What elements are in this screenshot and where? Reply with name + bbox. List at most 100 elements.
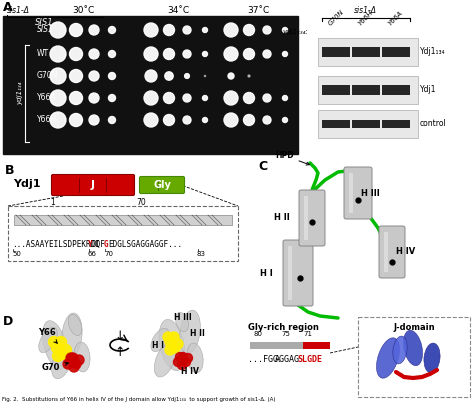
Text: ydj1₁₃₄:: ydj1₁₃₄: [282, 29, 308, 35]
Bar [318, 38, 418, 66]
Circle shape [66, 353, 76, 363]
Ellipse shape [154, 343, 176, 377]
Text: Ydj1₁₃₄: Ydj1₁₃₄ [420, 48, 446, 57]
Text: 37˚C: 37˚C [247, 6, 269, 15]
Circle shape [170, 343, 180, 353]
Circle shape [183, 26, 191, 34]
Circle shape [145, 70, 157, 82]
Circle shape [244, 114, 255, 126]
Bar [322, 120, 350, 128]
Text: Y: Y [88, 240, 92, 249]
Circle shape [283, 95, 288, 101]
Circle shape [109, 27, 116, 34]
Text: H I: H I [260, 269, 273, 278]
Circle shape [263, 26, 271, 34]
Circle shape [50, 46, 66, 62]
Bar [3, 16, 298, 154]
Ellipse shape [376, 338, 400, 378]
FancyBboxPatch shape [52, 175, 135, 196]
Circle shape [164, 114, 174, 126]
Text: J-domain: J-domain [393, 323, 435, 332]
Circle shape [173, 358, 182, 366]
Circle shape [263, 116, 271, 124]
Ellipse shape [424, 343, 440, 373]
Bar [318, 76, 418, 104]
Text: AGGAG: AGGAG [275, 355, 300, 364]
Circle shape [144, 23, 158, 37]
Circle shape [224, 23, 238, 37]
Bar [382, 47, 410, 57]
Text: sis1-Δ: sis1-Δ [354, 6, 376, 15]
Circle shape [183, 50, 191, 58]
Circle shape [52, 343, 63, 354]
Text: Y66A: Y66A [388, 10, 404, 27]
Text: 50: 50 [12, 251, 21, 257]
Circle shape [169, 332, 179, 342]
Text: control: control [420, 120, 447, 128]
Text: 70: 70 [136, 198, 146, 207]
Text: ↓: ↓ [115, 330, 125, 343]
Bar [352, 85, 380, 95]
Bar [382, 85, 410, 95]
Text: 71: 71 [303, 331, 312, 337]
Text: SIS1: SIS1 [37, 25, 54, 34]
Circle shape [244, 93, 255, 103]
Bar [352, 120, 380, 128]
Ellipse shape [43, 321, 67, 369]
Circle shape [63, 359, 73, 369]
Circle shape [48, 337, 60, 347]
Text: D: D [3, 315, 13, 328]
Text: H II: H II [274, 213, 290, 223]
Circle shape [50, 112, 66, 128]
Text: ↑: ↑ [115, 347, 125, 360]
FancyBboxPatch shape [139, 177, 184, 194]
Text: Y66A: Y66A [37, 93, 56, 103]
Text: G70N: G70N [37, 72, 58, 80]
Circle shape [53, 351, 64, 362]
Circle shape [70, 91, 82, 105]
Text: Y66: Y66 [38, 328, 57, 343]
Ellipse shape [403, 330, 422, 366]
Text: A: A [3, 1, 13, 14]
Circle shape [57, 349, 69, 360]
Circle shape [202, 51, 208, 57]
Text: G70: G70 [42, 362, 68, 372]
Circle shape [89, 115, 99, 125]
Bar [8, 206, 238, 261]
Circle shape [89, 93, 99, 103]
Circle shape [202, 118, 208, 122]
Circle shape [175, 353, 184, 362]
Circle shape [183, 116, 191, 124]
Circle shape [173, 339, 183, 349]
Bar [349, 173, 353, 213]
Circle shape [183, 354, 192, 362]
Circle shape [244, 48, 255, 59]
Circle shape [61, 345, 72, 356]
Text: H I: H I [152, 341, 164, 349]
Bar [303, 342, 330, 349]
Bar [322, 85, 350, 95]
Text: Ydj1: Ydj1 [13, 179, 40, 189]
Text: 66: 66 [88, 251, 97, 257]
Circle shape [70, 48, 82, 61]
Bar [288, 246, 292, 300]
Circle shape [184, 74, 190, 78]
Circle shape [182, 358, 191, 366]
Circle shape [263, 94, 271, 102]
Text: SLGDE: SLGDE [298, 355, 322, 364]
Circle shape [283, 118, 288, 122]
Circle shape [109, 116, 116, 124]
Circle shape [144, 91, 158, 105]
Text: C: C [258, 160, 267, 173]
Text: 80: 80 [254, 331, 263, 337]
Circle shape [224, 113, 238, 127]
FancyBboxPatch shape [379, 226, 405, 278]
Text: H III: H III [361, 189, 379, 198]
Circle shape [109, 50, 116, 57]
Text: Y66H: Y66H [357, 10, 374, 27]
Text: Gly-rich region: Gly-rich region [248, 323, 319, 332]
Text: J: J [91, 180, 95, 190]
Text: ...ASAAYEILSDPEKRDI: ...ASAAYEILSDPEKRDI [12, 240, 100, 249]
Text: sis1-Δ: sis1-Δ [7, 6, 30, 15]
Bar [14, 215, 232, 225]
